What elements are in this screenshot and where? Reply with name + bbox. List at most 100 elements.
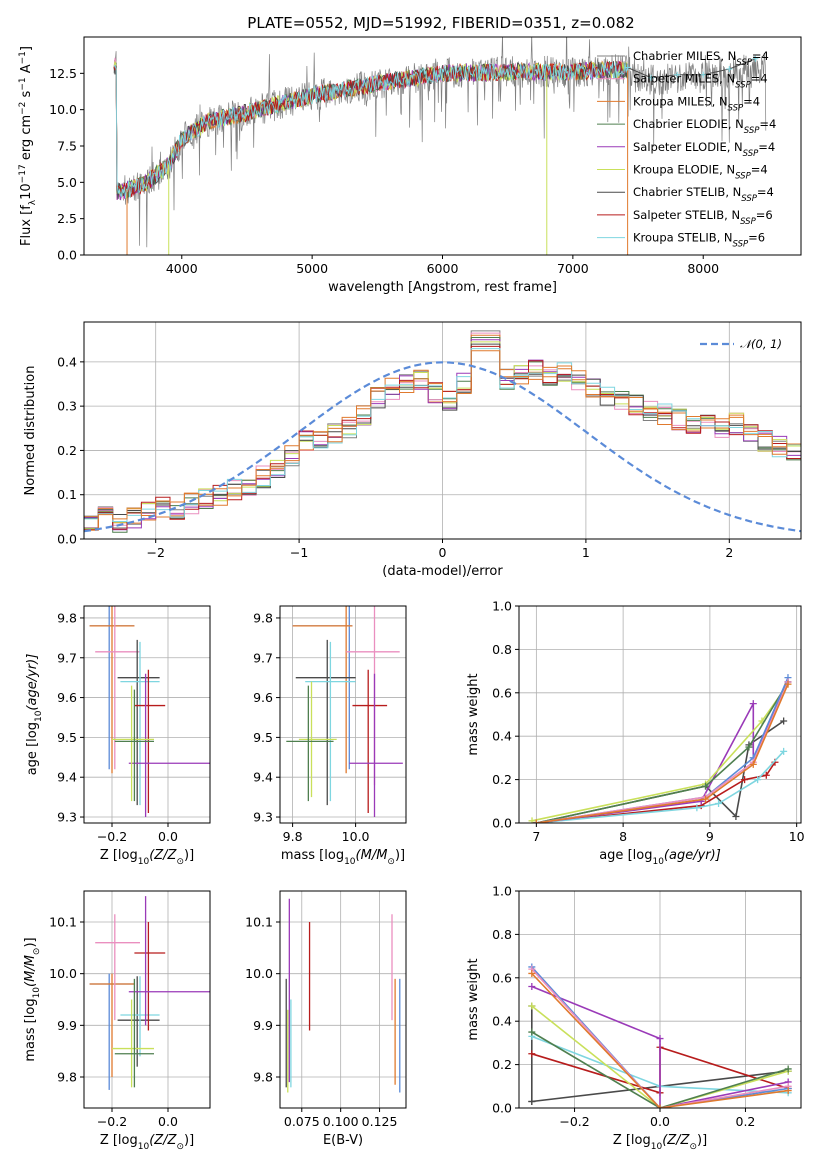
legend-entry: Kroupa STELIB, NSSP=6 — [633, 231, 765, 250]
y-axis-label: age [log10(age/yr)] — [25, 654, 44, 776]
y-tick-label: 9.6 — [253, 690, 273, 705]
x-tick-label: 1 — [582, 545, 590, 560]
weight-series-line — [536, 681, 789, 823]
y-tick-label: 0.6 — [492, 685, 512, 700]
weight-point-marker — [702, 795, 710, 803]
legend-entry-name: Kroupa MILES, N — [633, 94, 728, 108]
histogram-step-line — [84, 348, 801, 522]
residual-histogram-panel: −2 −1 0 1 2 0.0 0.1 0.2 0.3 0.4 (data-model)/error… — [23, 321, 802, 579]
y-tick-label: 9.7 — [253, 650, 273, 665]
y-tick-label: 0.4 — [57, 354, 77, 369]
plot-area — [286, 606, 403, 818]
x-tick-label: 0.125 — [362, 1114, 398, 1129]
y-tick-label: 9.8 — [253, 610, 273, 625]
x-axis-label-part: (age/yr)] — [664, 848, 721, 863]
histogram-step-line — [84, 341, 801, 530]
histogram-step-line — [84, 339, 801, 531]
weight-point-marker — [754, 776, 762, 784]
weight-series-line — [536, 683, 789, 823]
legend-entry-sub: SSP — [728, 103, 744, 113]
legend-entry-sub: SSP — [740, 217, 756, 227]
y-tick-label: 9.3 — [57, 810, 77, 825]
plot-area — [89, 896, 210, 1090]
x-axis-label: age [log10(age/yr)] — [599, 848, 721, 867]
y-axis-label-part: −1 — [18, 77, 28, 90]
y-tick-label: 10.0 — [49, 966, 77, 981]
y-axis-label: mass weight — [466, 673, 481, 755]
x-tick-label: −2 — [146, 545, 164, 560]
y-tick-label: 9.4 — [253, 770, 273, 785]
histogram-step-line — [84, 343, 801, 519]
weight-series-line — [531, 1031, 789, 1108]
y-tick-label: 9.3 — [253, 810, 273, 825]
weight-point-marker — [741, 776, 749, 784]
x-tick-label: 7000 — [557, 261, 589, 276]
y-tick-label: 9.5 — [253, 730, 273, 745]
y-tick-label: 1.0 — [492, 884, 512, 899]
legend-entry-name: Chabrier STELIB, N — [633, 185, 741, 199]
weight-series-line — [531, 972, 789, 1108]
y-tick-label: 0.2 — [57, 443, 77, 458]
x-axis-label: Z [log10(Z/Z⊙)] — [100, 1133, 194, 1152]
x-axis-label-part: )] — [395, 848, 405, 863]
x-tick-label: −1 — [290, 545, 308, 560]
weight-point-marker — [749, 760, 757, 768]
weight-point-marker — [693, 804, 701, 812]
x-axis-label-part: (Z/Z — [149, 848, 177, 863]
y-axis-label-part: (age/yr)] — [25, 654, 40, 711]
weight-point-marker — [656, 1104, 664, 1108]
y-axis-label-part: A — [19, 64, 34, 77]
weight-series-line — [531, 968, 789, 1108]
y-tick-label: 0.0 — [57, 248, 77, 263]
weight-point-marker — [528, 969, 536, 977]
weight-series-line — [536, 681, 789, 823]
y-tick-label: 9.9 — [253, 1018, 273, 1033]
weight-point-marker — [528, 982, 536, 990]
y-axis-label-part: −1 — [18, 51, 28, 64]
weight-point-marker — [656, 1035, 664, 1043]
legend-entry: Chabrier MILES, NSSP=4 — [633, 49, 769, 68]
y-tick-label: 9.5 — [57, 730, 77, 745]
legend-entry-value: =4 — [751, 163, 768, 177]
x-axis-label-part: ⊙ — [689, 1142, 697, 1152]
spectrum-tail-marker — [700, 71, 707, 78]
x-tick-label: 0.0 — [650, 1114, 670, 1129]
y-tick-label: 5.0 — [57, 175, 77, 190]
x-tick-label: 0.075 — [284, 1114, 320, 1129]
legend-entry-name: Kroupa ELODIE, N — [633, 163, 735, 177]
legend-entry-sub: SSP — [733, 240, 749, 250]
y-tick-label: 0.0 — [492, 1101, 512, 1116]
y-tick-label: 10.0 — [245, 966, 273, 981]
y-axis-label-part: age [log — [25, 722, 40, 775]
legend-entry-name: Chabrier ELODIE, N — [633, 117, 744, 131]
spectrum-tail-marker — [752, 55, 759, 62]
y-axis-label-part: 10 — [34, 710, 44, 722]
x-tick-label: 9 — [706, 829, 714, 844]
y-tick-label: 0.1 — [57, 487, 77, 502]
y-axis-label-part: ⊙ — [32, 948, 42, 956]
legend-entry: Chabrier STELIB, NSSP=4 — [633, 185, 774, 204]
y-tick-label: 0.3 — [57, 399, 77, 414]
legend-entry-value: =6 — [748, 231, 765, 245]
x-axis-label-part: 10 — [652, 857, 664, 867]
y-axis-label: mass weight — [466, 958, 481, 1040]
weight-series-line — [531, 985, 789, 1108]
figure-title: PLATE=0552, MJD=51992, FIBERID=0351, z=0… — [247, 14, 634, 32]
x-axis-label-part: Z [log — [100, 848, 138, 863]
mass-vs-extinction-panel: 0.075 0.100 0.125 9.8 9.9 10.0 10.1 E(B-V) — [245, 890, 407, 1148]
y-tick-label: 0.0 — [492, 816, 512, 831]
x-axis-label: (data-model)/error — [382, 564, 503, 579]
x-axis-label: Z [log10(Z/Z⊙)] — [100, 848, 194, 867]
y-axis-label-part: Flux [f — [19, 205, 34, 246]
axes-frame — [279, 605, 407, 824]
x-axis-label-part: ⊙ — [176, 1142, 184, 1152]
y-axis-label-part: λ — [28, 199, 38, 205]
weight-vs-metallicity-panel: −0.2 0.0 0.2 0.0 0.2 0.4 0.6 0.8 1.0 Z [log10(Z/Z… — [466, 884, 802, 1152]
y-axis-label-part: 10 — [19, 183, 34, 200]
age-vs-mass-panel: 9.8 10.0 9.3 9.4 9.5 9.6 9.7 9.8 mass [log10(M/M… — [253, 605, 407, 867]
x-tick-label: 7 — [532, 829, 540, 844]
axes-frame — [518, 890, 802, 1109]
x-axis-label-part: )] — [697, 1133, 707, 1148]
